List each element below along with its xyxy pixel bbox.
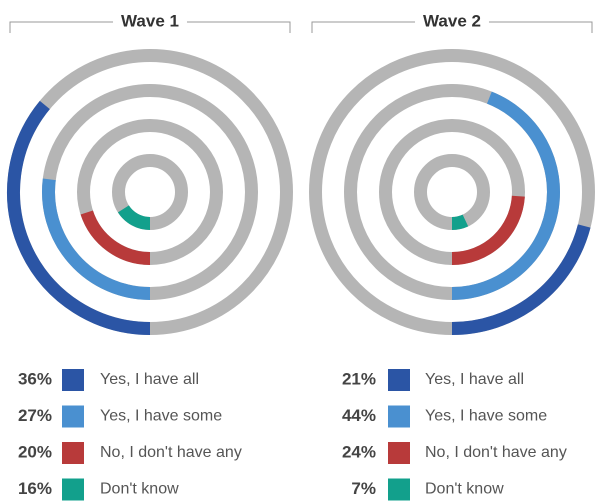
legend-label: Don't know xyxy=(425,481,504,498)
legend-label: Yes, I have all xyxy=(425,371,524,388)
legend-label: Yes, I have some xyxy=(425,408,547,425)
ring-track xyxy=(414,154,490,230)
chart-title: Wave 2 xyxy=(423,11,481,30)
value-label: 44% xyxy=(342,406,376,425)
value-label: 24% xyxy=(342,442,376,461)
legend-label: No, I don't have any xyxy=(425,444,567,461)
ring-bar xyxy=(42,178,151,300)
ring-bar xyxy=(117,205,151,230)
chart-title: Wave 1 xyxy=(121,11,179,30)
legend-label: Don't know xyxy=(100,481,179,498)
legend-swatch xyxy=(388,478,410,501)
legend-swatch xyxy=(388,369,410,391)
value-label: 27% xyxy=(18,406,52,425)
legend-swatch xyxy=(62,369,84,391)
legend-label: Yes, I have all xyxy=(100,371,199,388)
ring-bar xyxy=(451,91,560,300)
ring-bar xyxy=(451,214,469,230)
legend-swatch xyxy=(388,405,410,428)
ring-bar xyxy=(451,195,525,265)
legend-swatch xyxy=(388,442,410,464)
ring-bar xyxy=(451,224,591,335)
ring-bar xyxy=(80,210,151,265)
legend-swatch xyxy=(62,442,84,464)
legend-label: Yes, I have some xyxy=(100,408,222,425)
value-label: 16% xyxy=(18,479,52,498)
title-bg xyxy=(415,11,489,31)
legend-swatch xyxy=(62,478,84,501)
value-label: 7% xyxy=(351,479,376,498)
ring-bar xyxy=(7,100,151,335)
title-bg xyxy=(113,11,187,31)
value-label: 36% xyxy=(18,369,52,388)
value-label: 20% xyxy=(18,442,52,461)
value-label: 21% xyxy=(342,369,376,388)
legend-swatch xyxy=(62,405,84,428)
legend-label: No, I don't have any xyxy=(100,444,242,461)
